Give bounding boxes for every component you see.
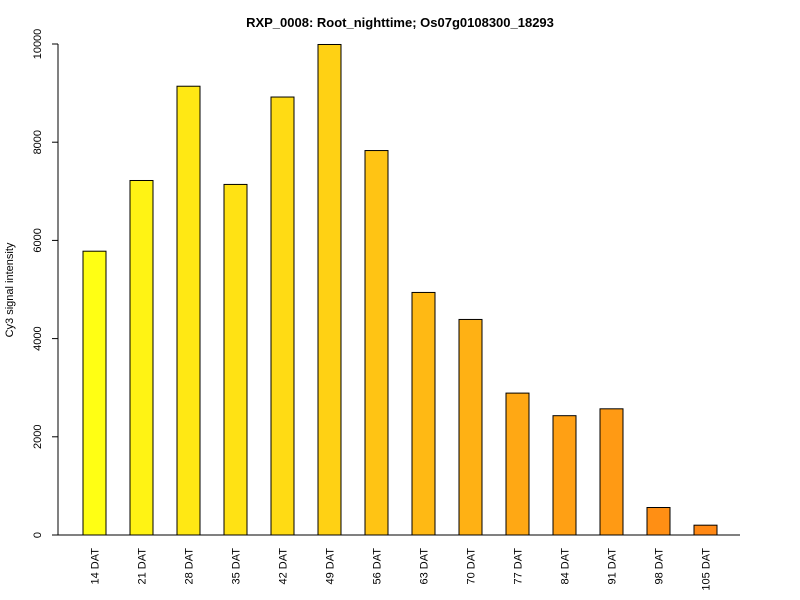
x-tick-label: 70 DAT — [466, 548, 478, 585]
x-tick-label: 105 DAT — [701, 548, 713, 591]
bar-91-dat — [599, 408, 624, 536]
x-tick-label: 91 DAT — [607, 548, 619, 585]
bars — [82, 43, 718, 536]
bar-98-dat — [646, 507, 671, 536]
y-tick-label: 8000 — [32, 130, 44, 154]
x-tick-label: 35 DAT — [231, 548, 243, 585]
y-axis-label: Cy3 signal intensity — [4, 242, 16, 337]
x-tick-label: 28 DAT — [184, 548, 196, 585]
x-tick-label: 63 DAT — [419, 548, 431, 585]
x-tick-label: 14 DAT — [90, 548, 102, 585]
y-tick-label: 2000 — [32, 425, 44, 449]
x-tick-label: 98 DAT — [654, 548, 666, 585]
bar-105-dat — [693, 524, 718, 536]
bar-84-dat — [552, 415, 577, 536]
x-tick-label: 56 DAT — [372, 548, 384, 585]
bar-14-dat — [82, 250, 107, 536]
bar-63-dat — [411, 291, 436, 536]
bar-49-dat — [317, 43, 342, 536]
x-tick-label: 84 DAT — [560, 548, 572, 585]
x-tick-label: 21 DAT — [137, 548, 149, 585]
chart-title: RXP_0008: Root_nighttime; Os07g0108300_1… — [246, 15, 554, 30]
x-tick-label: 42 DAT — [278, 548, 290, 585]
y-tick-label: 0 — [32, 532, 44, 538]
x-tick-label: 77 DAT — [513, 548, 525, 585]
x-axis-tick-labels: 14 DAT 21 DAT 28 DAT 35 DAT 42 DAT 49 DAT 56 D… — [90, 548, 713, 591]
bar-28-dat — [176, 85, 201, 536]
bar-42-dat — [270, 96, 295, 536]
y-tick-label: 4000 — [32, 326, 44, 350]
bar-70-dat — [458, 318, 483, 536]
bar-21-dat — [129, 179, 154, 536]
y-axis-ticks: 0 2000 4000 6000 8000 10000 — [32, 29, 58, 538]
bar-56-dat — [364, 150, 389, 536]
bar-77-dat — [505, 392, 530, 536]
x-tick-label: 49 DAT — [325, 548, 337, 585]
y-tick-label: 6000 — [32, 228, 44, 252]
bar-35-dat — [223, 183, 248, 536]
y-tick-label: 10000 — [32, 29, 44, 60]
